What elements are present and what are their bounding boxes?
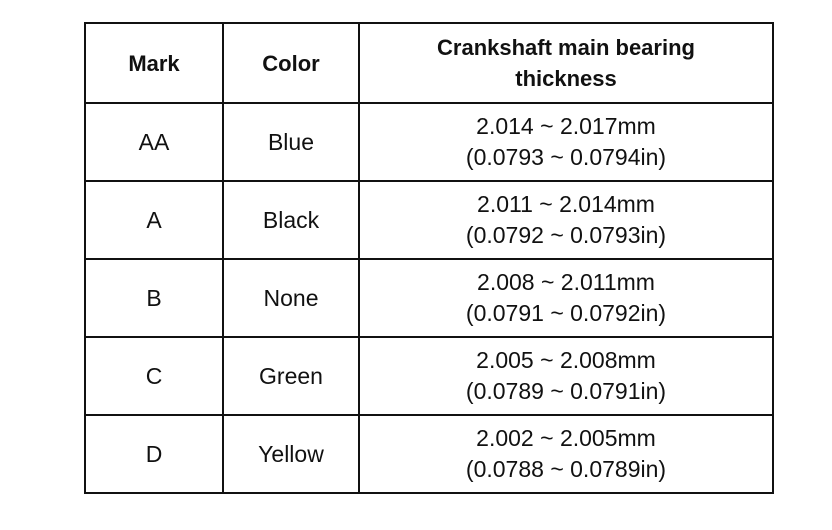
thickness-line: 2.002 ~ 2.005mm xyxy=(476,425,656,451)
color-cell: None xyxy=(222,258,360,338)
thickness-line: (0.0793 ~ 0.0794in) xyxy=(465,144,667,170)
mark-cell: B xyxy=(84,258,224,338)
table-row: C Green 2.005 ~ 2.008mm (0.0789 ~ 0.0791in) xyxy=(84,336,774,416)
header-cell: Mark xyxy=(84,22,224,104)
thickness-line: (0.0789 ~ 0.0791in) xyxy=(465,378,667,404)
header-row: Mark Color Crankshaft main bearing thickne… xyxy=(84,22,774,104)
header-text: Color xyxy=(262,50,320,76)
table-header: Mark Color Crankshaft main bearing thickne… xyxy=(84,22,774,104)
thickness-cell: 2.014 ~ 2.017mm (0.0793 ~ 0.0794in) xyxy=(358,102,774,182)
header-cell: Color xyxy=(222,22,360,104)
bearing-table: Mark Color Crankshaft main bearing thickne… xyxy=(84,22,774,494)
table-row: D Yellow 2.002 ~ 2.005mm (0.0788 ~ 0.0789in… xyxy=(84,414,774,494)
header-cell: Crankshaft main bearing thickness xyxy=(358,22,774,104)
color-cell: Green xyxy=(222,336,360,416)
thickness-line: 2.014 ~ 2.017mm xyxy=(476,113,656,139)
thickness-line: 2.011 ~ 2.014mm xyxy=(477,191,655,217)
thickness-line: (0.0792 ~ 0.0793in) xyxy=(465,222,667,248)
thickness-cell: 2.008 ~ 2.011mm (0.0791 ~ 0.0792in) xyxy=(358,258,774,338)
header-text: Mark xyxy=(128,50,180,76)
header-text: Crankshaft main bearing thickness xyxy=(437,35,695,91)
thickness-cell: 2.002 ~ 2.005mm (0.0788 ~ 0.0789in) xyxy=(358,414,774,494)
thickness-line: (0.0788 ~ 0.0789in) xyxy=(465,456,667,482)
thickness-line: 2.005 ~ 2.008mm xyxy=(476,347,656,373)
table-row: B None 2.008 ~ 2.011mm (0.0791 ~ 0.0792in) xyxy=(84,258,774,338)
mark-cell: C xyxy=(84,336,224,416)
table-body: AA Blue 2.014 ~ 2.017mm (0.0793 ~ 0.0794in)… xyxy=(84,102,774,494)
thickness-line: (0.0791 ~ 0.0792in) xyxy=(465,300,667,326)
color-cell: Blue xyxy=(222,102,360,182)
color-cell: Yellow xyxy=(222,414,360,494)
table-row: AA Blue 2.014 ~ 2.017mm (0.0793 ~ 0.0794in) xyxy=(84,102,774,182)
thickness-cell: 2.011 ~ 2.014mm (0.0792 ~ 0.0793in) xyxy=(358,180,774,260)
thickness-line: 2.008 ~ 2.011mm xyxy=(477,269,655,295)
thickness-cell: 2.005 ~ 2.008mm (0.0789 ~ 0.0791in) xyxy=(358,336,774,416)
color-cell: Black xyxy=(222,180,360,260)
mark-cell: D xyxy=(84,414,224,494)
table-row: A Black 2.011 ~ 2.014mm (0.0792 ~ 0.0793in) xyxy=(84,180,774,260)
mark-cell: AA xyxy=(84,102,224,182)
mark-cell: A xyxy=(84,180,224,260)
